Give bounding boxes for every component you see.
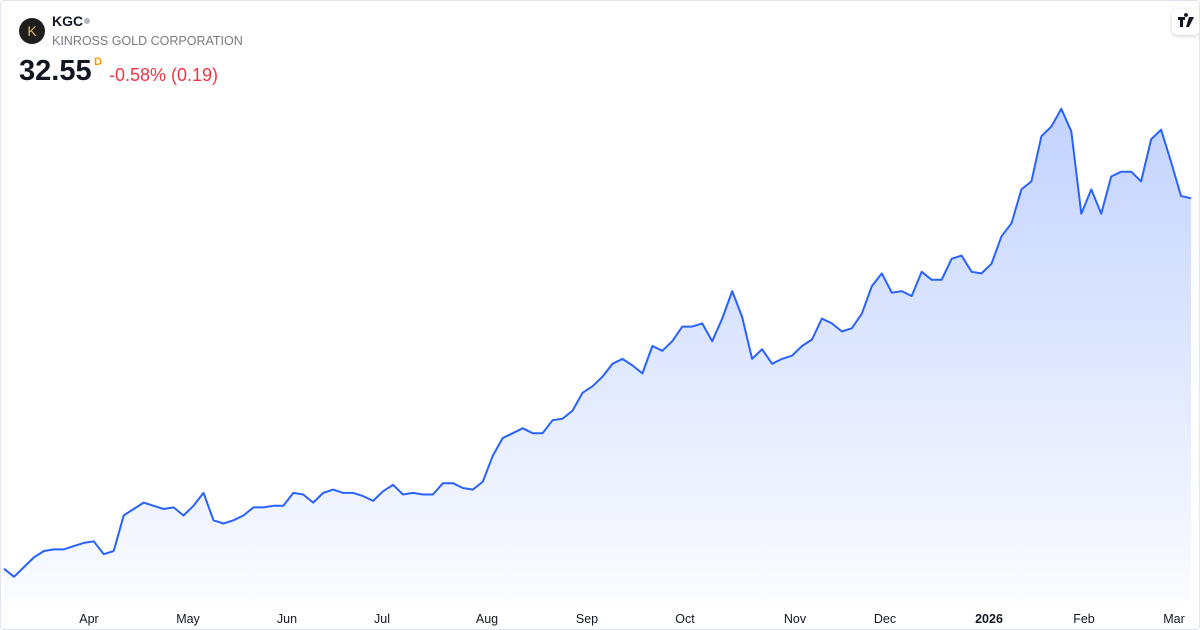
area-fill — [4, 108, 1191, 602]
x-tick-label: Mar — [1163, 612, 1185, 626]
x-tick-label: Jun — [277, 612, 297, 626]
ticker: KGC — [52, 13, 84, 29]
x-tick-label: Feb — [1073, 612, 1095, 626]
x-tick-label: Oct — [675, 612, 695, 626]
x-tick-label: Aug — [476, 612, 498, 626]
x-tick-label: Nov — [784, 612, 807, 626]
x-tick-label: May — [176, 612, 200, 626]
price: 32.55 — [19, 55, 92, 87]
tradingview-logo[interactable] — [1172, 9, 1199, 35]
company-logo: K — [19, 18, 45, 44]
x-tick-label: 2026 — [975, 612, 1003, 626]
x-tick-label: Sep — [576, 612, 598, 626]
x-tick-label: Apr — [79, 612, 98, 626]
interval: D — [94, 56, 102, 68]
company-name: KINROSS GOLD CORPORATION — [52, 34, 243, 48]
logo-icon — [1178, 13, 1194, 27]
x-tick-label: Dec — [874, 612, 896, 626]
logo-shape — [1178, 13, 1194, 27]
price-change: -0.58% (0.19) — [109, 65, 219, 85]
x-tick-label: Jul — [374, 612, 390, 626]
price-line — [3, 107, 1192, 578]
status-dot — [84, 18, 90, 24]
